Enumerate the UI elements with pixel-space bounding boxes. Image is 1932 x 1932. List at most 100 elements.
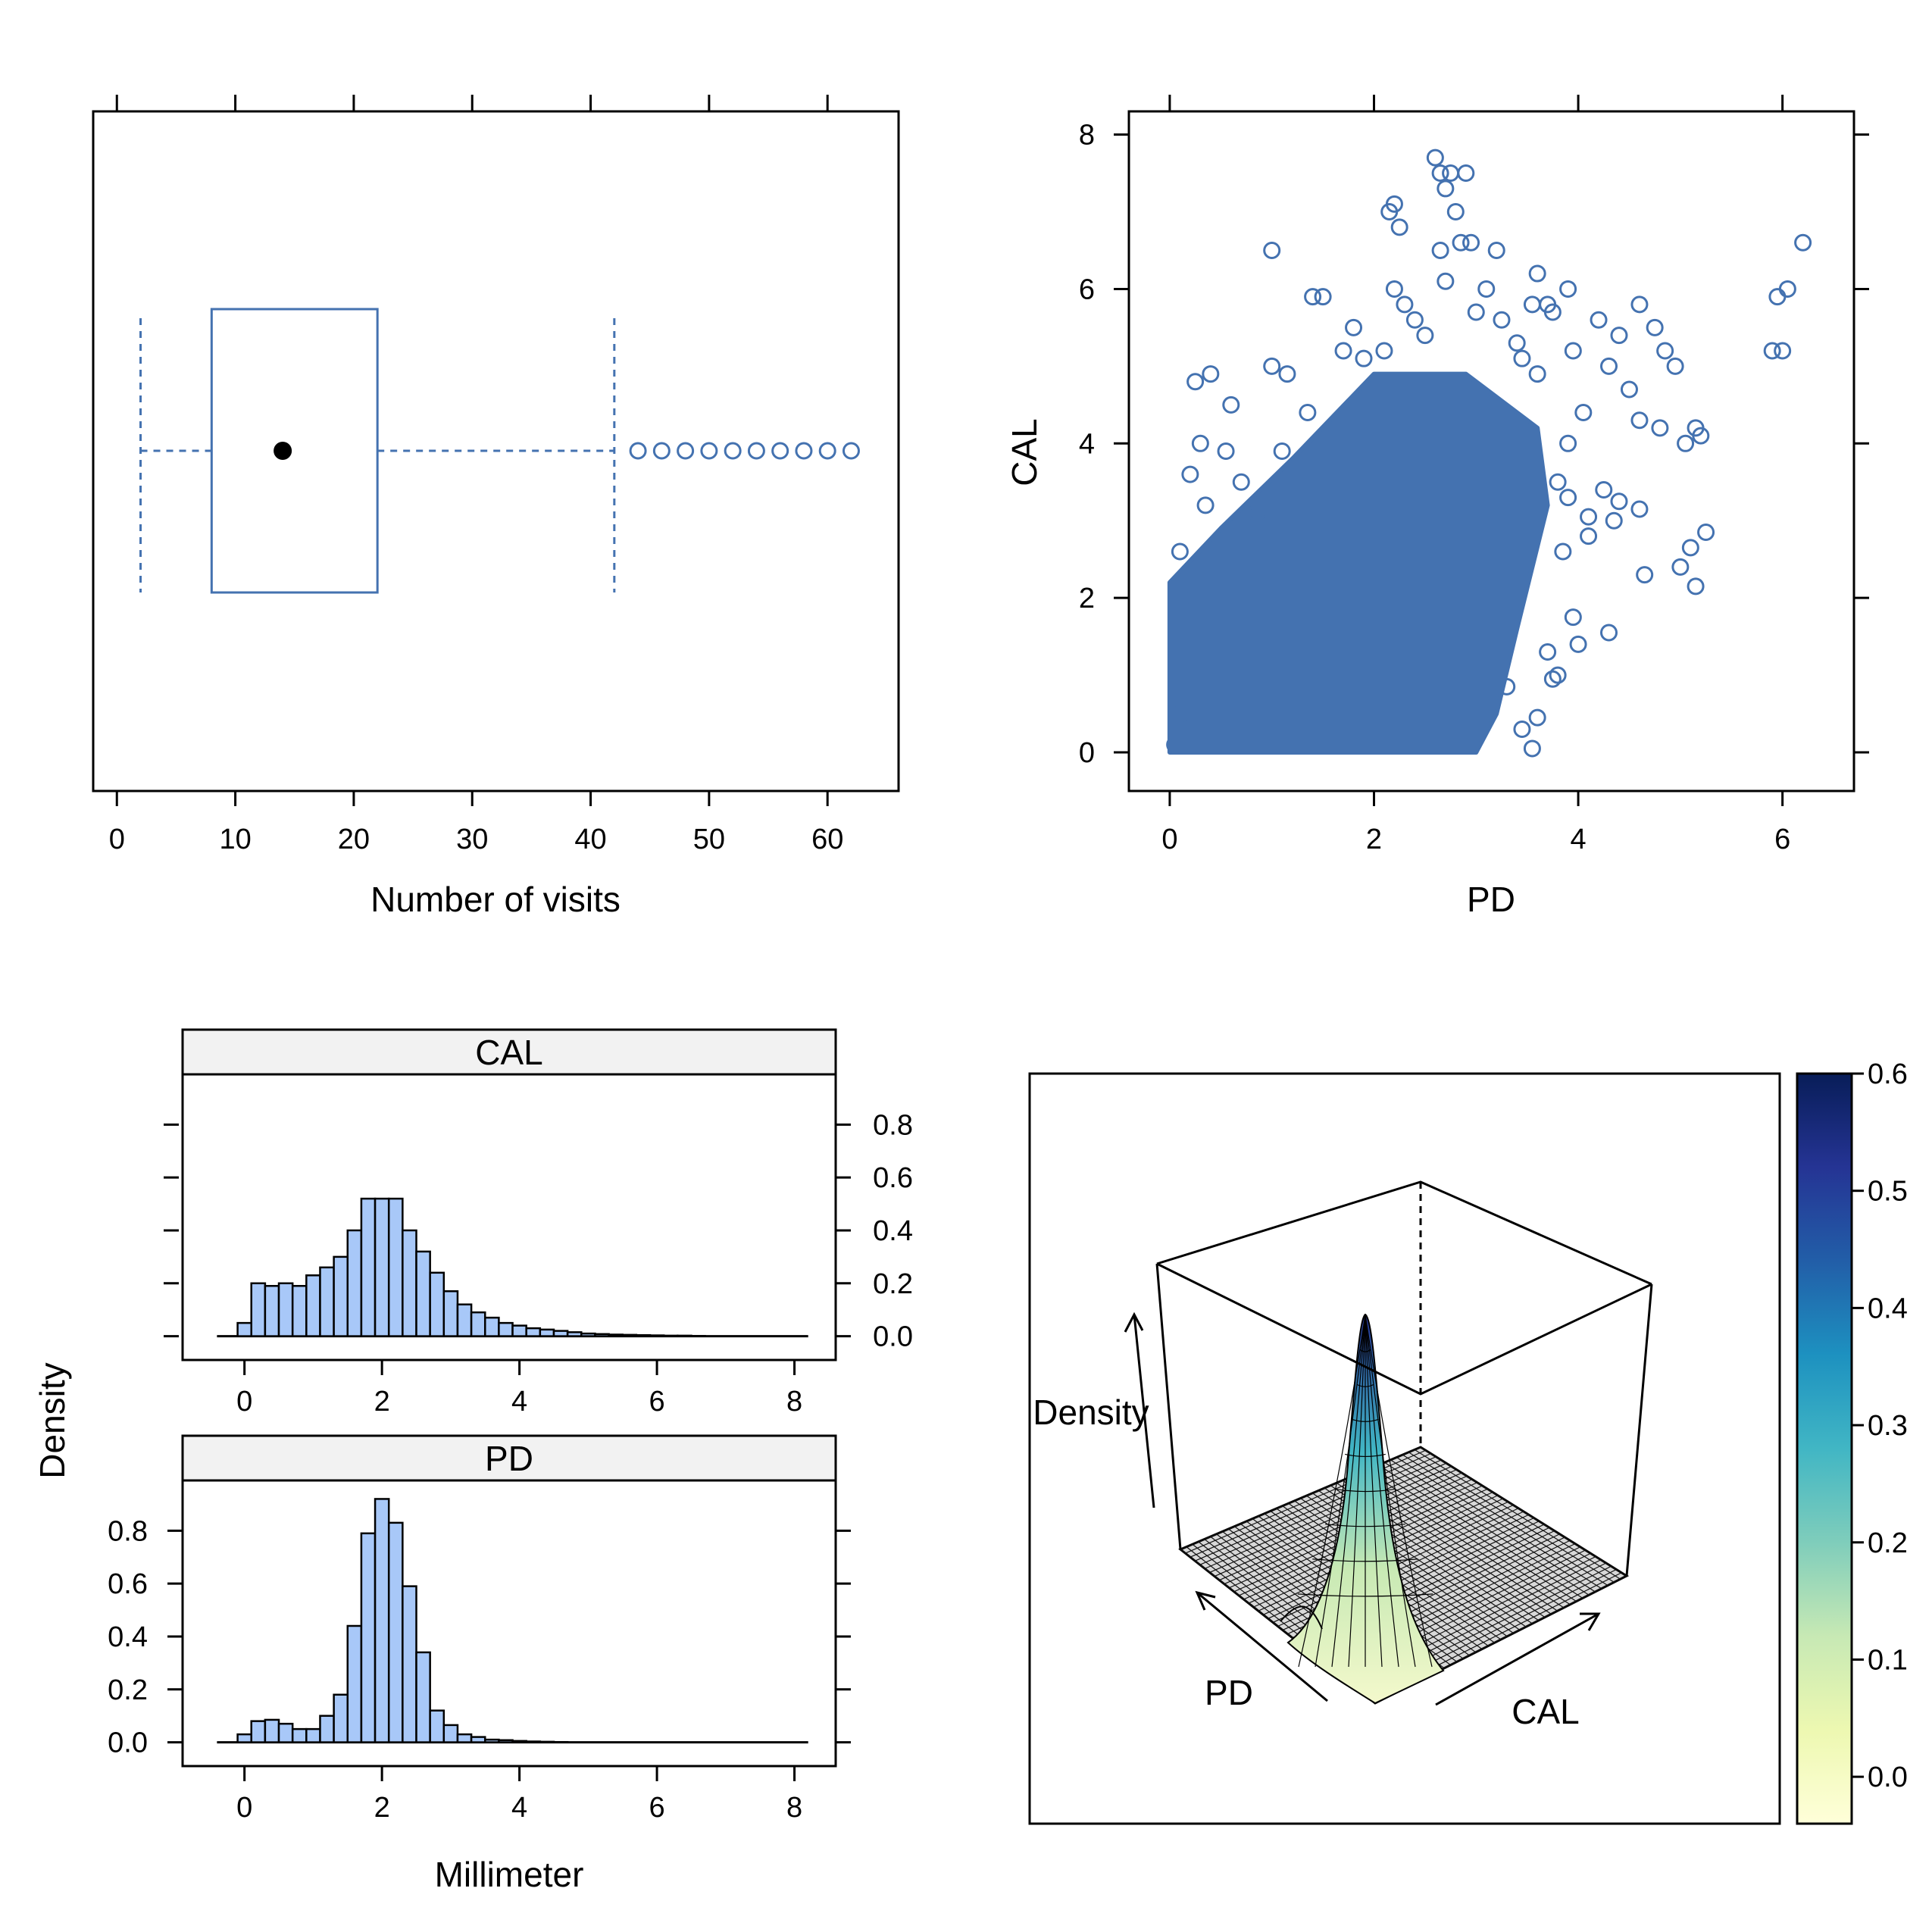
- scatter-point: [1462, 233, 1480, 252]
- hist-bar: [429, 1271, 445, 1337]
- scatter-point: [1564, 342, 1582, 360]
- scatter-point: [1385, 280, 1403, 298]
- scatter-point: [1355, 349, 1373, 367]
- scatter-point: [1528, 708, 1546, 727]
- scatter-point: [1528, 365, 1546, 383]
- outlier-point: [652, 442, 671, 460]
- outlier-point: [771, 442, 789, 460]
- surface-peak: [1280, 1313, 1445, 1705]
- hist-bar: [442, 1290, 459, 1337]
- hist-bar: [387, 1521, 404, 1743]
- hist-bar: [525, 1740, 542, 1743]
- scatter-point: [1666, 357, 1684, 375]
- scatter-point: [1523, 295, 1541, 314]
- scatter-point: [1334, 342, 1352, 360]
- scatter-point: [1794, 233, 1812, 252]
- x-tick-label: 2: [1366, 824, 1382, 855]
- y-tick-label: 0.6: [108, 1568, 148, 1600]
- hist-bar: [264, 1285, 280, 1337]
- y-tick-label: 0.8: [873, 1109, 913, 1141]
- hist-bar: [483, 1316, 500, 1337]
- boxplot-x-label: Number of visits: [370, 880, 621, 919]
- hist-bar: [305, 1274, 321, 1337]
- outlier-point: [842, 442, 860, 460]
- floor-grid-line: [1366, 1469, 1571, 1605]
- scatter-point: [1646, 318, 1664, 336]
- scatter-points: [1166, 148, 1812, 758]
- hist-bar: [456, 1303, 473, 1337]
- surface-panel: Density PD CAL 0.0 0.1 0.2 0.3 0.4 0.5 0.6: [1028, 1058, 1908, 1825]
- x-tick-label: 8: [786, 1792, 802, 1824]
- scatter-point: [1778, 280, 1796, 298]
- scatter-point: [1610, 492, 1628, 511]
- peak-mesh-line: [1365, 1314, 1399, 1668]
- hist-bar: [539, 1740, 555, 1743]
- scatter-point: [1768, 288, 1787, 306]
- cal-arrowhead: [1580, 1612, 1601, 1631]
- scatter-point: [1314, 288, 1332, 306]
- strip-pd: [181, 1434, 837, 1482]
- hist-bar: [277, 1282, 294, 1337]
- hist-bar: [402, 1229, 417, 1337]
- x-tick-label: 60: [811, 824, 843, 855]
- peak-mesh-line: [1365, 1314, 1416, 1668]
- scatter-point: [1452, 233, 1470, 252]
- hist-bar: [498, 1321, 514, 1337]
- strip-pd-label: PD: [485, 1439, 533, 1478]
- scatter-point: [1436, 180, 1455, 198]
- scatter-point: [1171, 705, 1189, 723]
- boxplot-frame: [92, 110, 900, 792]
- hist-cal-frame: [181, 1073, 837, 1361]
- hist-bar: [387, 1197, 404, 1337]
- hist-bar: [470, 1311, 486, 1337]
- scatter-point: [1196, 496, 1215, 514]
- scatter-point: [1426, 148, 1444, 167]
- floor-grid-line: [1384, 1462, 1590, 1596]
- hist-pd-frame: [181, 1479, 837, 1768]
- hist-bar: [333, 1255, 349, 1337]
- x-tick-label: 8: [786, 1386, 802, 1418]
- y-tick-label: 0.0: [873, 1321, 913, 1353]
- floor-grid-line: [1408, 1452, 1615, 1583]
- box-top-front-edges: [1156, 1262, 1652, 1396]
- outlier-point: [724, 442, 742, 460]
- outlier-point: [818, 442, 836, 460]
- scatter-point: [1610, 327, 1628, 345]
- peak-mesh-line: [1298, 1314, 1366, 1668]
- y-tick-label: 8: [1079, 120, 1095, 152]
- x-tick-label: 0: [236, 1792, 252, 1824]
- scatter-point: [1671, 558, 1690, 576]
- hist-bar: [264, 1718, 280, 1743]
- hist-bar: [346, 1229, 363, 1337]
- scatter-point: [1763, 342, 1781, 360]
- scatter-point: [1697, 524, 1715, 542]
- cal-arrow: [1435, 1612, 1599, 1706]
- floor-grid-line: [1378, 1465, 1583, 1599]
- outlier-point: [747, 442, 765, 460]
- scatter-x-label: PD: [1467, 880, 1515, 919]
- hist-bar: [456, 1733, 473, 1743]
- colorbar: [1796, 1072, 1853, 1825]
- scatter-point: [1580, 527, 1598, 546]
- scatter-point: [1559, 434, 1577, 452]
- scatter-point: [1467, 303, 1485, 321]
- boxplot-panel: 0 10 20 30 40 50 60 Number of visits: [92, 95, 900, 919]
- scatter-point: [1513, 349, 1531, 367]
- scatter-point: [1600, 624, 1618, 642]
- scatter-point: [1390, 218, 1408, 236]
- scatter-point: [1539, 643, 1557, 661]
- hist-cal-bars: [217, 1197, 808, 1338]
- floor-grid-line: [1396, 1456, 1602, 1590]
- outlier-point: [795, 442, 813, 460]
- scatter-point: [1273, 442, 1291, 460]
- scatter-point: [1559, 489, 1577, 507]
- colorbar-tick-label: 0.0: [1868, 1762, 1908, 1793]
- scatter-point: [1186, 373, 1205, 391]
- y-tick-label: 0.4: [873, 1215, 913, 1247]
- x-tick-label: 10: [219, 824, 251, 855]
- hist-bar: [442, 1724, 459, 1743]
- hist-bar: [319, 1266, 335, 1337]
- scatter-point: [1217, 442, 1235, 460]
- floor-grid-line: [1414, 1449, 1621, 1580]
